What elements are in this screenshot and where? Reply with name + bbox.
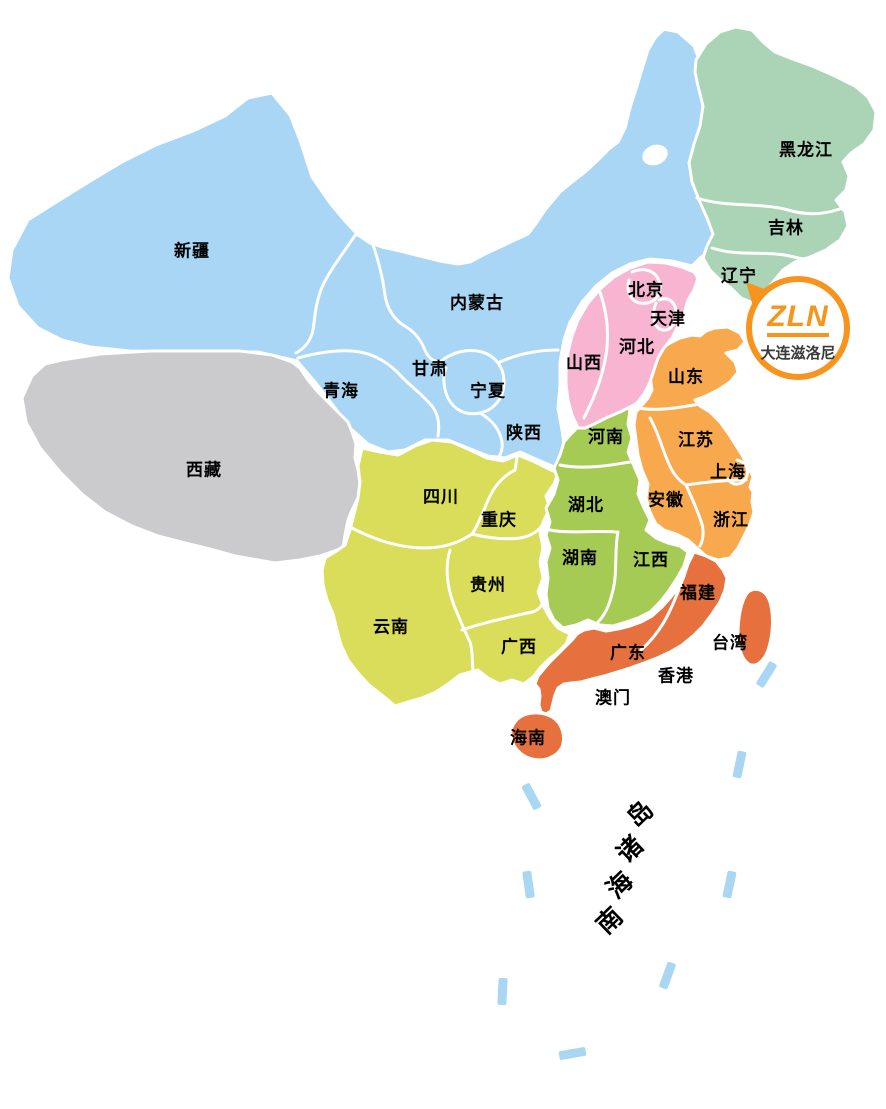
province-label-qinghai: 青海 xyxy=(323,381,359,401)
province-label-gansu: 甘肃 xyxy=(412,359,448,379)
province-label-hainan: 海南 xyxy=(510,728,546,748)
region-central-green xyxy=(544,401,690,630)
pink-internal-borders xyxy=(582,268,678,420)
province-label-guangxi: 广西 xyxy=(501,637,537,657)
zln-logo-text: ZLN xyxy=(767,302,829,337)
province-label-hubei: 湖北 xyxy=(568,495,604,515)
central-internal-borders xyxy=(548,460,632,624)
province-label-sichuan: 四川 xyxy=(423,487,459,507)
province-label-shandong: 山东 xyxy=(668,367,704,387)
province-label-fujian: 福建 xyxy=(680,583,716,603)
province-label-shanxi: 山西 xyxy=(566,353,602,373)
province-label-jilin: 吉林 xyxy=(768,218,804,238)
province-label-macau: 澳门 xyxy=(595,688,631,708)
province-label-guizhou: 贵州 xyxy=(470,575,506,595)
province-label-neimenggu: 内蒙古 xyxy=(450,293,504,313)
province-label-xinjiang: 新疆 xyxy=(174,241,210,261)
sea-dash xyxy=(496,977,508,1005)
province-label-heilongjiang: 黑龙江 xyxy=(779,140,833,160)
northeast-internal-borders xyxy=(695,196,847,261)
province-label-zhejiang: 浙江 xyxy=(713,510,749,530)
province-label-yunnan: 云南 xyxy=(373,617,409,637)
province-label-guangdong: 广东 xyxy=(610,643,646,663)
province-label-tianjin: 天津 xyxy=(650,309,686,329)
province-label-taiwan: 台湾 xyxy=(712,633,748,653)
province-label-hongkong: 香港 xyxy=(658,666,694,686)
region-tibet-gray xyxy=(20,349,362,565)
province-label-chongqing: 重庆 xyxy=(481,510,517,530)
province-label-anhui: 安徽 xyxy=(648,490,684,510)
province-label-xizang: 西藏 xyxy=(186,460,222,480)
province-label-jiangxi: 江西 xyxy=(633,550,669,570)
province-label-henan: 河南 xyxy=(588,427,624,447)
region-east-orange xyxy=(632,325,756,562)
province-label-shaanxi: 陕西 xyxy=(506,423,542,443)
region-taiwan-island xyxy=(736,587,774,667)
province-label-ningxia: 宁夏 xyxy=(470,381,506,401)
zln-company-name: 大连滋洛尼 xyxy=(760,345,836,362)
province-label-beijing: 北京 xyxy=(628,280,664,300)
fujian-guangdong-border xyxy=(639,574,686,652)
province-label-hunan: 湖南 xyxy=(562,548,598,568)
region-hainan-island xyxy=(509,711,566,762)
southwest-internal-borders xyxy=(350,456,546,672)
province-label-shanghai: 上海 xyxy=(710,462,746,482)
province-label-liaoning: 辽宁 xyxy=(721,266,757,286)
blue-block-internal-borders xyxy=(294,232,560,461)
province-label-hebei: 河北 xyxy=(619,337,655,357)
zln-brand-badge: ZLN 大连滋洛尼 xyxy=(746,276,850,380)
region-northeast-green xyxy=(687,25,878,305)
lake-hulun xyxy=(642,144,668,166)
province-label-jiangsu: 江苏 xyxy=(678,430,714,450)
east-internal-borders xyxy=(636,402,750,548)
